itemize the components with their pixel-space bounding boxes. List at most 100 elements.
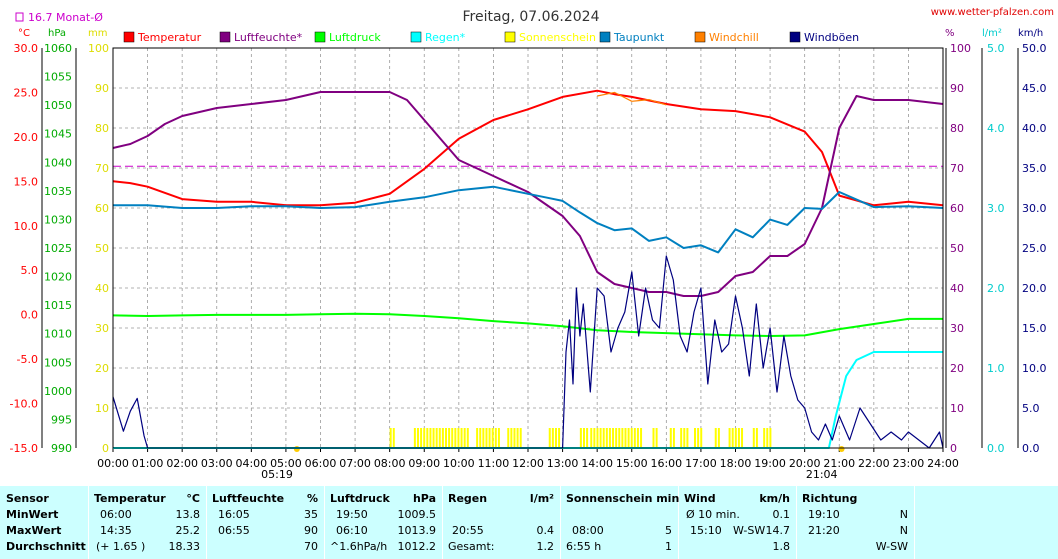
sunshine-bar xyxy=(596,428,599,448)
x-tick-label: 18:00 xyxy=(720,457,752,470)
sunshine-bar xyxy=(445,428,447,448)
x-tick-label: 15:00 xyxy=(616,457,648,470)
sunshine-bar xyxy=(507,428,510,448)
sunshine-bar xyxy=(636,428,639,448)
humidity-value: 35 xyxy=(304,508,318,521)
tick-label-pressure: 1005 xyxy=(44,356,72,369)
sunshine-bar xyxy=(655,428,658,448)
sunshine-bar xyxy=(476,428,479,448)
chart-legend: Temperatur Luftfeuchte* Luftdruck Regen* Son… xyxy=(123,31,859,44)
tick-label-pressure: 1060 xyxy=(44,42,72,55)
sun-marker-icon xyxy=(838,446,845,452)
row-label: MaxWert xyxy=(6,524,62,537)
sunshine-bar xyxy=(672,428,675,448)
sunshine-bar xyxy=(593,428,596,448)
tick-label-pressure: 1055 xyxy=(44,71,72,84)
sunshine-bar xyxy=(479,428,482,448)
x-tick-label: 13:00 xyxy=(547,457,579,470)
monthly-avg-icon xyxy=(15,12,24,22)
tick-label-temp: 15.0 xyxy=(14,175,39,188)
sunshine-bar xyxy=(700,428,703,448)
sunshine-bar xyxy=(466,428,469,448)
x-tick-label: 04:00 xyxy=(235,457,267,470)
sunshine-bar xyxy=(669,428,672,448)
legend-swatch-windb-en xyxy=(789,31,801,43)
tick-label-pressure: 1010 xyxy=(44,328,72,341)
sunshine-bar xyxy=(621,428,624,448)
series-line-luftdruck xyxy=(112,312,943,337)
sunshine-bar xyxy=(488,428,491,448)
tick-label-pressure: 1040 xyxy=(44,156,72,169)
sunshine-bar xyxy=(769,428,772,448)
legend-swatch-regen xyxy=(410,31,422,43)
sunshine-bar xyxy=(752,428,755,448)
sunshine-bar xyxy=(615,428,618,448)
tick-label-temp: 10.0 xyxy=(14,220,39,233)
tick-label-rain: 0 xyxy=(102,442,109,455)
sunshine-bar xyxy=(460,428,463,448)
legend-swatch-taupunkt xyxy=(599,31,611,43)
series-line-taupunkt xyxy=(113,185,944,254)
tick-label-pressure: 995 xyxy=(51,413,72,426)
sunshine-bar xyxy=(686,428,689,448)
separator xyxy=(796,486,797,559)
direction-time: 19:10 xyxy=(808,508,840,521)
sunshine-bar xyxy=(694,428,696,448)
x-tick-label: 05:00 xyxy=(270,457,302,470)
chart-grid xyxy=(113,48,943,448)
tick-label-humidity: 20 xyxy=(950,362,964,375)
chart-title: Freitag, 07.06.2024 xyxy=(463,9,600,25)
tick-label-rain: 20 xyxy=(95,362,109,375)
wind-value: 0.1 xyxy=(772,508,791,521)
unit-wind: km/h xyxy=(1018,28,1043,39)
tick-label-pressure: 1020 xyxy=(44,271,72,284)
pressure-value: 1012.2 xyxy=(397,540,437,553)
tick-label-wind: 15.0 xyxy=(1022,322,1047,335)
x-tick-label: 06:00 xyxy=(305,457,337,470)
sunshine-bar xyxy=(429,428,432,448)
direction-value: N xyxy=(899,508,908,521)
humidity-value: 90 xyxy=(304,524,318,537)
sunshine-bar xyxy=(590,428,593,448)
tick-label-rain: 60 xyxy=(95,202,109,215)
separator xyxy=(914,486,915,559)
header-wind: Wind xyxy=(684,492,716,505)
sunshine-bar xyxy=(491,428,494,448)
x-tick-label: 14:00 xyxy=(581,457,613,470)
header-humidity-unit: % xyxy=(306,492,318,505)
legend-swatch-temperatur xyxy=(123,31,135,43)
separator xyxy=(560,486,561,559)
sunshine-bar xyxy=(463,428,466,448)
x-tick-label: 17:00 xyxy=(685,457,717,470)
sunshine-bar xyxy=(420,428,423,448)
sunshine-bar xyxy=(441,428,444,448)
temp-value: 18.33 xyxy=(168,540,201,553)
sunshine-bar xyxy=(413,428,416,448)
legend-label-windb-en: Windböen xyxy=(804,31,859,44)
site-url[interactable]: www.wetter-pfalzen.com xyxy=(931,7,1054,18)
sunshine-bar xyxy=(640,428,643,448)
tick-label-rate: 1.0 xyxy=(987,362,1005,375)
sunshine-bar xyxy=(731,428,734,448)
pressure-value: 1013.9 xyxy=(397,524,437,537)
series-line-regen xyxy=(113,351,943,449)
x-tick-label: 09:00 xyxy=(408,457,440,470)
sunshine-bar xyxy=(586,428,589,448)
x-tick-label: 07:00 xyxy=(339,457,371,470)
tick-label-pressure: 1045 xyxy=(44,128,72,141)
sunshine-bar xyxy=(741,428,744,448)
chart-background xyxy=(0,0,1058,486)
tick-label-humidity: 0 xyxy=(950,442,957,455)
temp-value: 13.8 xyxy=(175,508,201,521)
sunshine-bar xyxy=(516,428,519,448)
sunshine-bar xyxy=(734,428,737,448)
unit-humidity: % xyxy=(945,28,955,39)
tick-label-wind: 35.0 xyxy=(1022,162,1047,175)
tick-label-rate: 5.0 xyxy=(987,42,1005,55)
header-humidity: Luftfeuchte xyxy=(212,492,285,505)
x-tick-label: 00:00 xyxy=(97,457,129,470)
x-tick-label: 22:00 xyxy=(858,457,890,470)
wind-direction: W-SW xyxy=(733,524,766,537)
sunshine-bar xyxy=(392,428,395,448)
legend-label-taupunkt: Taupunkt xyxy=(613,31,665,44)
